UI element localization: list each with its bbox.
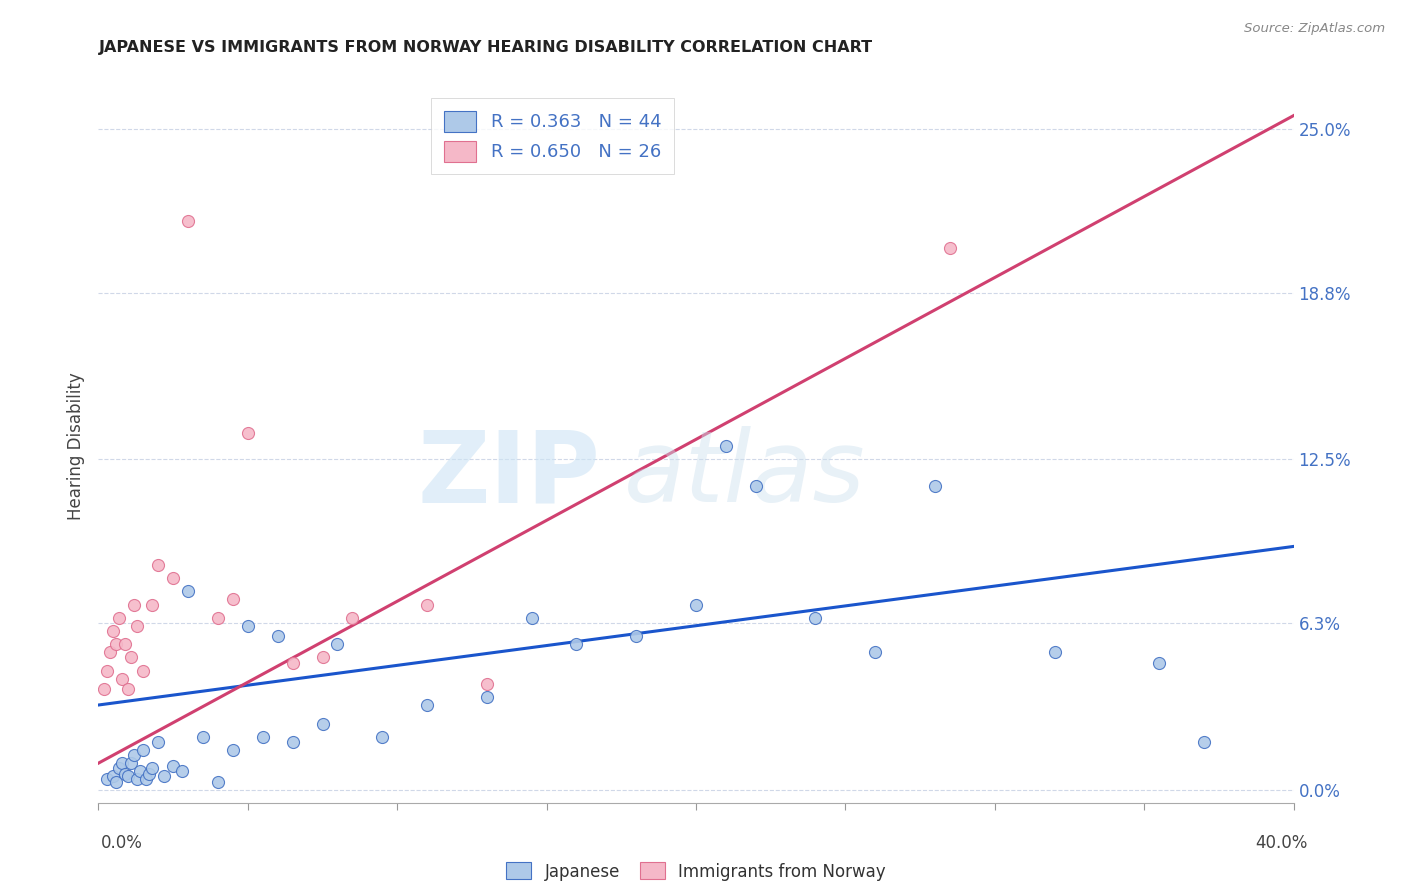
Point <box>924 478 946 492</box>
Point <box>105 774 128 789</box>
Point <box>177 584 200 599</box>
Text: 40.0%: 40.0% <box>1256 834 1308 852</box>
Point <box>120 756 142 771</box>
Point <box>371 730 394 744</box>
Point <box>105 637 128 651</box>
Point <box>108 611 131 625</box>
Y-axis label: Hearing Disability: Hearing Disability <box>67 372 86 520</box>
Point <box>714 439 737 453</box>
Point <box>416 698 439 712</box>
Point <box>93 682 115 697</box>
Point <box>148 558 170 572</box>
Text: Source: ZipAtlas.com: Source: ZipAtlas.com <box>1244 22 1385 36</box>
Point <box>129 764 152 778</box>
Point <box>281 735 304 749</box>
Point <box>236 618 259 632</box>
Point <box>939 241 962 255</box>
Point <box>132 664 155 678</box>
Point <box>416 598 439 612</box>
Point <box>127 618 149 632</box>
Point <box>141 598 163 612</box>
Point <box>148 735 170 749</box>
Point <box>153 769 176 783</box>
Point <box>1043 645 1066 659</box>
Point <box>100 645 122 659</box>
Point <box>138 766 160 780</box>
Point <box>172 764 194 778</box>
Point <box>96 772 118 786</box>
Point <box>252 730 274 744</box>
Point <box>108 761 131 775</box>
Text: 0.0%: 0.0% <box>101 834 143 852</box>
Point <box>222 743 245 757</box>
Point <box>177 214 200 228</box>
Point <box>207 611 229 625</box>
Point <box>114 637 136 651</box>
Point <box>132 743 155 757</box>
Point <box>124 598 146 612</box>
Point <box>475 690 498 704</box>
Point <box>1192 735 1215 749</box>
Point <box>326 637 349 651</box>
Point <box>162 759 184 773</box>
Point <box>520 611 543 625</box>
Point <box>207 774 229 789</box>
Point <box>96 664 118 678</box>
Text: atlas: atlas <box>624 426 866 523</box>
Point <box>117 769 139 783</box>
Point <box>626 629 648 643</box>
Point <box>475 677 498 691</box>
Point <box>127 772 149 786</box>
Point <box>135 772 157 786</box>
Point <box>117 682 139 697</box>
Point <box>311 716 333 731</box>
Point <box>120 650 142 665</box>
Point <box>191 730 214 744</box>
Point <box>267 629 290 643</box>
Point <box>342 611 364 625</box>
Point <box>111 756 134 771</box>
Point <box>1147 656 1170 670</box>
Legend: Japanese, Immigrants from Norway: Japanese, Immigrants from Norway <box>499 855 893 888</box>
Point <box>103 624 125 638</box>
Point <box>311 650 333 665</box>
Text: ZIP: ZIP <box>418 426 600 523</box>
Point <box>565 637 588 651</box>
Point <box>804 611 827 625</box>
Point <box>222 592 245 607</box>
Point <box>103 769 125 783</box>
Point <box>236 425 259 440</box>
Point <box>745 478 768 492</box>
Point <box>124 748 146 763</box>
Point <box>162 571 184 585</box>
Point <box>863 645 887 659</box>
Point <box>111 672 134 686</box>
Point <box>281 656 304 670</box>
Point <box>685 598 707 612</box>
Point <box>141 761 163 775</box>
Point <box>114 766 136 780</box>
Text: JAPANESE VS IMMIGRANTS FROM NORWAY HEARING DISABILITY CORRELATION CHART: JAPANESE VS IMMIGRANTS FROM NORWAY HEARI… <box>98 40 873 55</box>
